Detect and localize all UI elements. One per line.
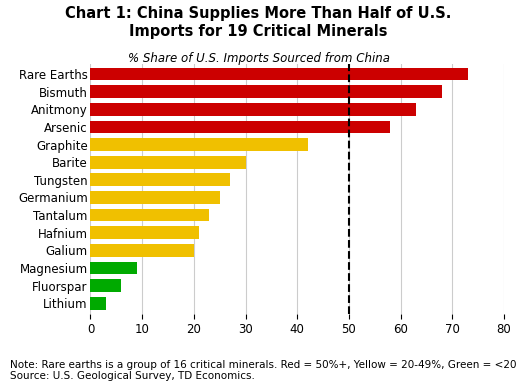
Bar xyxy=(90,68,468,80)
Bar xyxy=(90,191,220,204)
Bar xyxy=(90,262,137,274)
Bar xyxy=(90,244,194,257)
Text: Note: Rare earths is a group of 16 critical minerals. Red = 50%+, Yellow = 20-49: Note: Rare earths is a group of 16 criti… xyxy=(10,360,517,381)
Bar xyxy=(90,85,442,98)
Bar xyxy=(90,226,199,239)
Bar xyxy=(90,103,416,116)
Bar xyxy=(90,174,230,186)
Text: % Share of U.S. Imports Sourced from China: % Share of U.S. Imports Sourced from Chi… xyxy=(128,52,389,65)
Bar xyxy=(90,138,308,151)
Bar xyxy=(90,121,390,133)
Bar xyxy=(90,209,209,221)
Bar xyxy=(90,279,121,292)
Bar xyxy=(90,156,246,169)
Bar xyxy=(90,297,106,310)
Text: Chart 1: China Supplies More Than Half of U.S.
Imports for 19 Critical Minerals: Chart 1: China Supplies More Than Half o… xyxy=(65,6,452,39)
